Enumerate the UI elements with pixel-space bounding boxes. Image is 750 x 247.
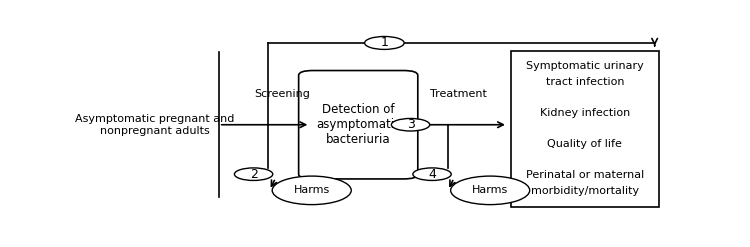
Circle shape: [392, 119, 430, 131]
Text: Harms: Harms: [293, 185, 330, 195]
Text: 2: 2: [250, 168, 257, 181]
FancyBboxPatch shape: [298, 71, 418, 179]
Text: 1: 1: [380, 37, 388, 49]
Ellipse shape: [272, 176, 351, 205]
Text: Kidney infection: Kidney infection: [540, 108, 630, 118]
Text: Screening: Screening: [255, 89, 310, 99]
Bar: [511, 51, 659, 206]
Text: Harms: Harms: [472, 185, 509, 195]
Circle shape: [364, 37, 404, 49]
Text: Quality of life: Quality of life: [548, 139, 622, 149]
Text: Detection of
asymptomatic
bacteriuria: Detection of asymptomatic bacteriuria: [316, 103, 400, 146]
Text: morbidity/mortality: morbidity/mortality: [531, 186, 639, 196]
Text: Perinatal or maternal: Perinatal or maternal: [526, 170, 644, 180]
Ellipse shape: [451, 176, 530, 205]
Text: Asymptomatic pregnant and
nonpregnant adults: Asymptomatic pregnant and nonpregnant ad…: [75, 114, 235, 136]
Text: 4: 4: [428, 168, 436, 181]
Text: tract infection: tract infection: [546, 77, 624, 87]
Text: Treatment: Treatment: [430, 89, 488, 99]
Text: Symptomatic urinary: Symptomatic urinary: [526, 61, 644, 71]
Circle shape: [235, 168, 273, 181]
Circle shape: [413, 168, 452, 181]
Text: 3: 3: [406, 118, 415, 131]
